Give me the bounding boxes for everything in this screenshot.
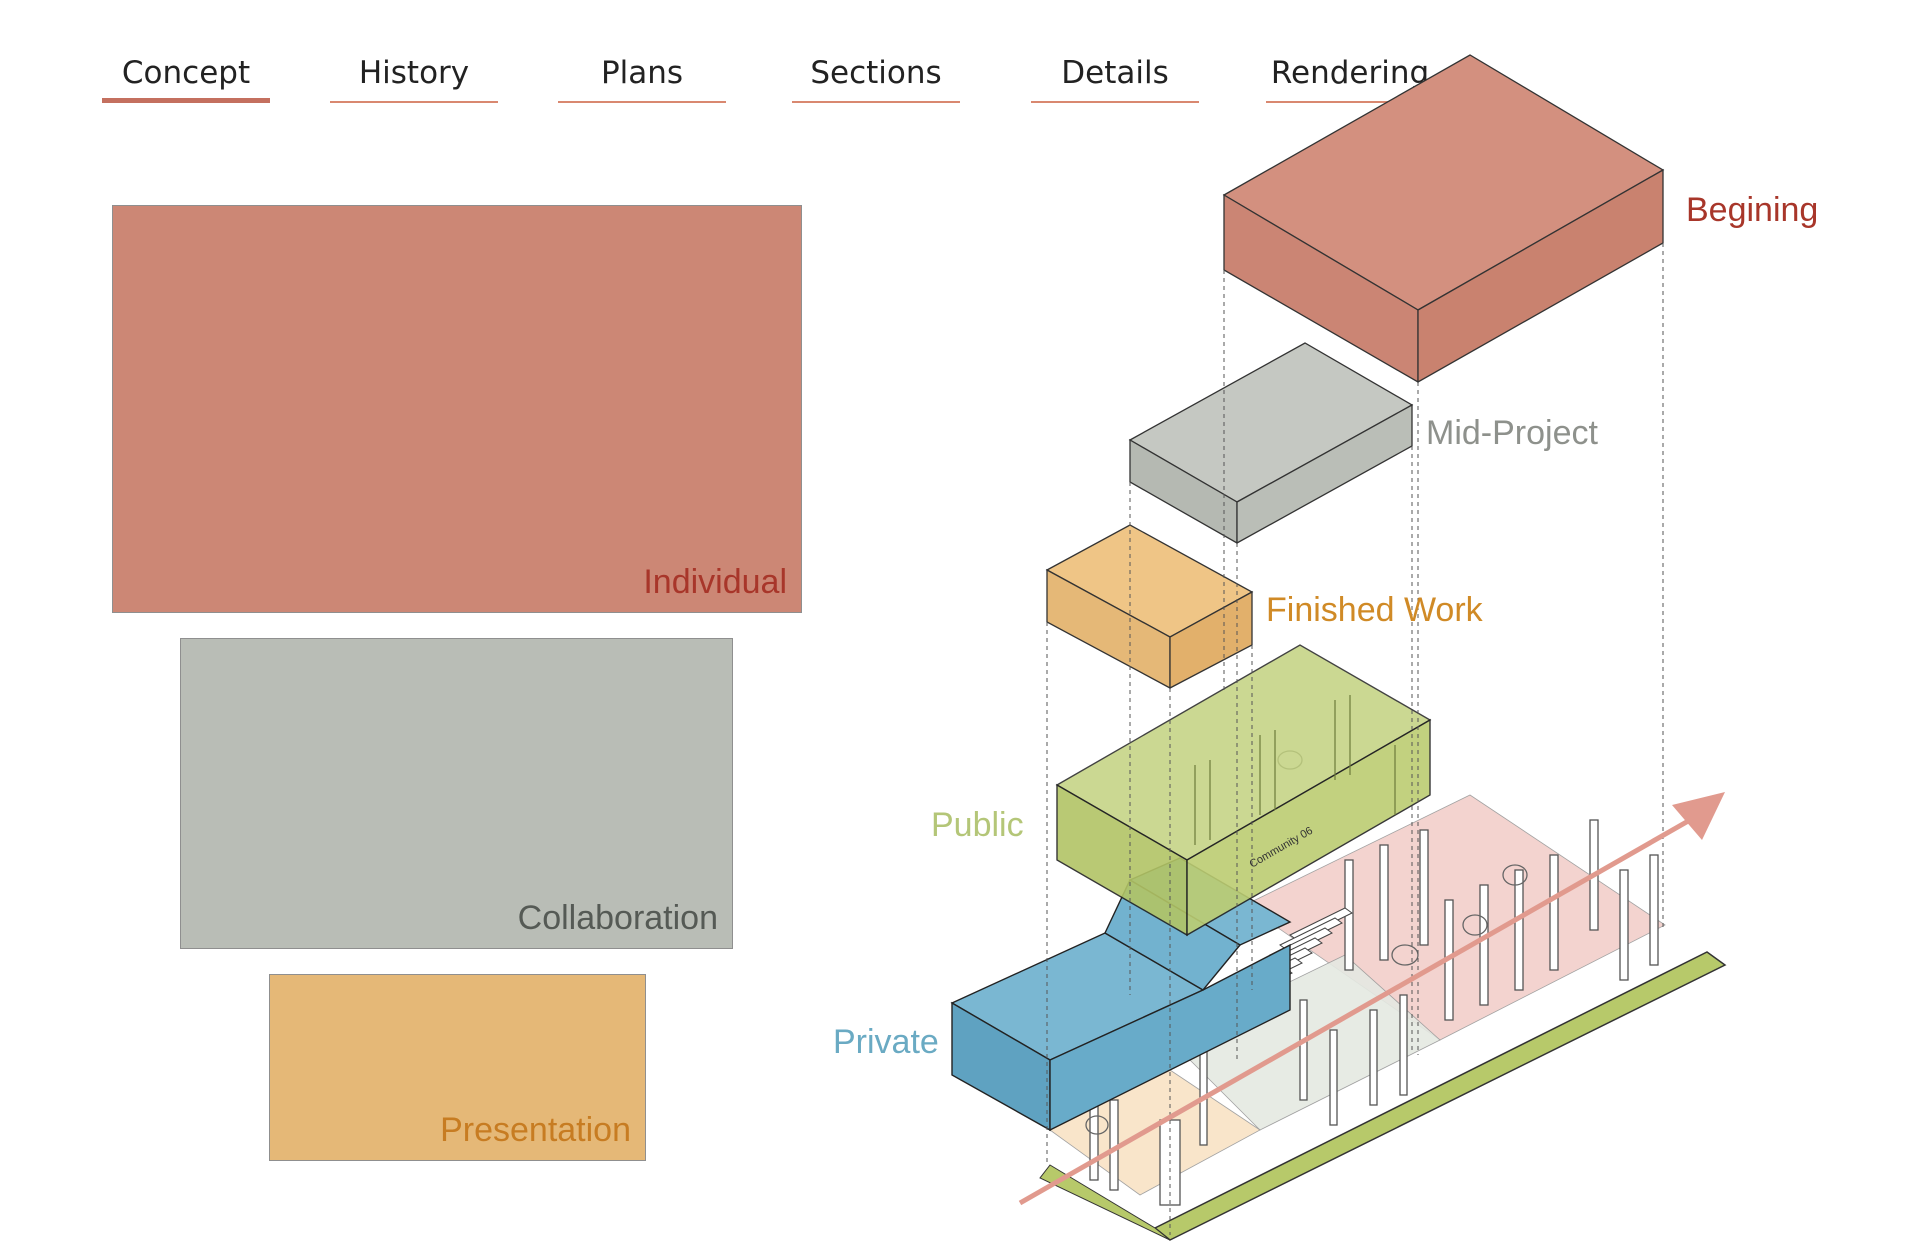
tab-rendering[interactable]: Rendering (1266, 55, 1434, 103)
tab-details[interactable]: Details (1031, 55, 1199, 103)
site-green-strip-left (1039, 1164, 1171, 1241)
individual-label: Individual (643, 563, 787, 601)
begining-label: Begining (1686, 191, 1818, 229)
stage-box-finished (1045, 524, 1254, 690)
tab-plans-label: Plans (600, 55, 684, 91)
section-tabs: Concept History Plans Sections Details R… (0, 0, 1920, 120)
collaboration-block: Collaboration (180, 638, 733, 949)
public-volume-right (1186, 718, 1431, 937)
tab-details-label: Details (1061, 55, 1169, 91)
tab-sections[interactable]: Sections (792, 55, 960, 103)
projection-lines (1046, 243, 1664, 1235)
tab-concept[interactable]: Concept (102, 55, 270, 103)
private-label: Private (833, 1023, 939, 1061)
tab-rendering-label: Rendering (1270, 55, 1430, 91)
tab-sections-label: Sections (810, 55, 942, 91)
tab-history[interactable]: History (330, 55, 498, 103)
public-volume (1055, 644, 1432, 937)
collaboration-label: Collaboration (517, 899, 718, 937)
tab-concept-label: Concept (121, 55, 251, 91)
stage-box-mid (1128, 342, 1414, 545)
private-volume-right (1049, 943, 1291, 1132)
public-label: Public (931, 806, 1024, 844)
circulation-arrow (1018, 792, 1725, 1206)
individual-block: Individual (112, 205, 802, 613)
tab-plans[interactable]: Plans (558, 55, 726, 103)
tab-history-label: History (358, 55, 470, 91)
presentation-block: Presentation (269, 974, 646, 1161)
presentation-label: Presentation (440, 1111, 631, 1149)
finished-work-label: Finished Work (1266, 591, 1484, 629)
mid-project-label: Mid-Project (1426, 414, 1598, 452)
stage-box-begining (1222, 54, 1665, 384)
